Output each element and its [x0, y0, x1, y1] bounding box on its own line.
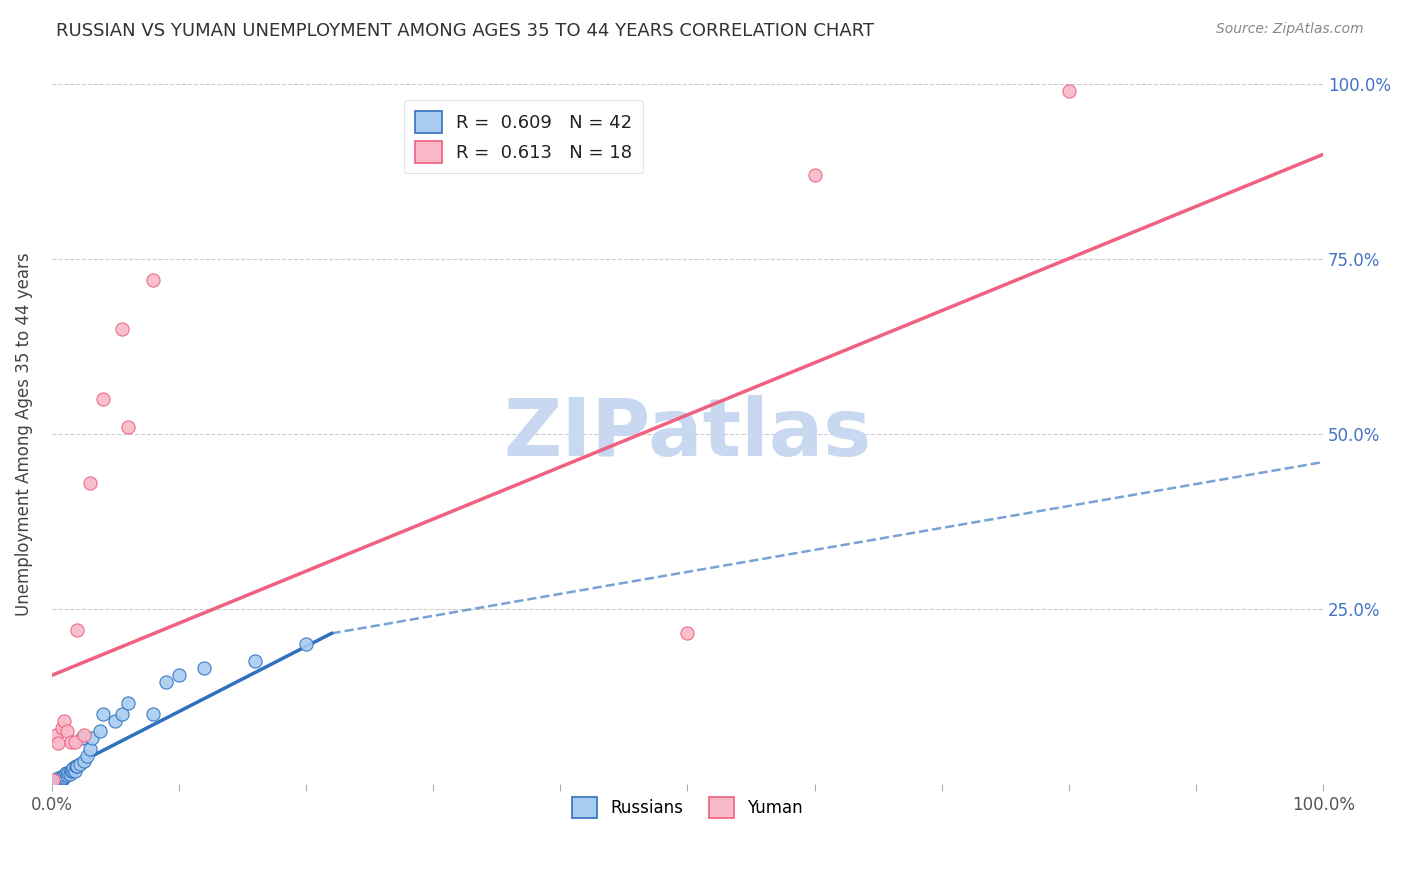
Point [72, 728, 94, 742]
Point [56, 724, 79, 739]
Point [193, 661, 215, 675]
Point [89, 724, 111, 739]
Point [63, 764, 86, 779]
Point [51, 772, 73, 787]
Point [79, 476, 101, 491]
Point [48, 772, 70, 787]
Point [79, 741, 101, 756]
Point [155, 675, 177, 690]
Point [1057, 85, 1080, 99]
Text: ZIPatlas: ZIPatlas [503, 395, 872, 473]
Point [45, 728, 67, 742]
Point [58, 765, 80, 780]
Point [117, 420, 139, 434]
Legend: Russians, Yuman: Russians, Yuman [565, 790, 810, 824]
Point [42, 775, 65, 789]
Point [51, 721, 73, 735]
Point [63, 735, 86, 749]
Point [91, 706, 114, 721]
Text: RUSSIAN VS YUMAN UNEMPLOYMENT AMONG AGES 35 TO 44 YEARS CORRELATION CHART: RUSSIAN VS YUMAN UNEMPLOYMENT AMONG AGES… [56, 22, 875, 40]
Point [52, 771, 75, 785]
Point [49, 772, 72, 786]
Point [59, 764, 82, 779]
Point [82, 731, 104, 746]
Text: Source: ZipAtlas.com: Source: ZipAtlas.com [1216, 22, 1364, 37]
Point [53, 770, 76, 784]
Point [91, 392, 114, 406]
Point [51, 770, 73, 784]
Y-axis label: Unemployment Among Ages 35 to 44 years: Unemployment Among Ages 35 to 44 years [15, 252, 32, 615]
Point [42, 773, 65, 788]
Point [56, 768, 79, 782]
Point [62, 761, 84, 775]
Point [142, 706, 165, 721]
Point [60, 763, 83, 777]
Point [295, 637, 318, 651]
Point [142, 273, 165, 287]
Point [44, 774, 66, 789]
Point [676, 626, 699, 640]
Point [65, 759, 87, 773]
Point [117, 696, 139, 710]
Point [53, 714, 76, 728]
Point [45, 773, 67, 788]
Point [167, 668, 190, 682]
Point [243, 654, 266, 668]
Point [66, 623, 89, 637]
Point [46, 773, 69, 788]
Point [53, 768, 76, 782]
Point [49, 773, 72, 788]
Point [55, 766, 77, 780]
Point [46, 771, 69, 785]
Point [111, 706, 134, 721]
Point [111, 322, 134, 336]
Point [58, 767, 80, 781]
Point [66, 759, 89, 773]
Point [72, 731, 94, 746]
Point [45, 773, 67, 788]
Point [59, 735, 82, 749]
Point [45, 774, 67, 789]
Point [72, 755, 94, 769]
Point [46, 736, 69, 750]
Point [69, 757, 91, 772]
Point [104, 714, 127, 728]
Point [803, 169, 825, 183]
Point [76, 748, 98, 763]
